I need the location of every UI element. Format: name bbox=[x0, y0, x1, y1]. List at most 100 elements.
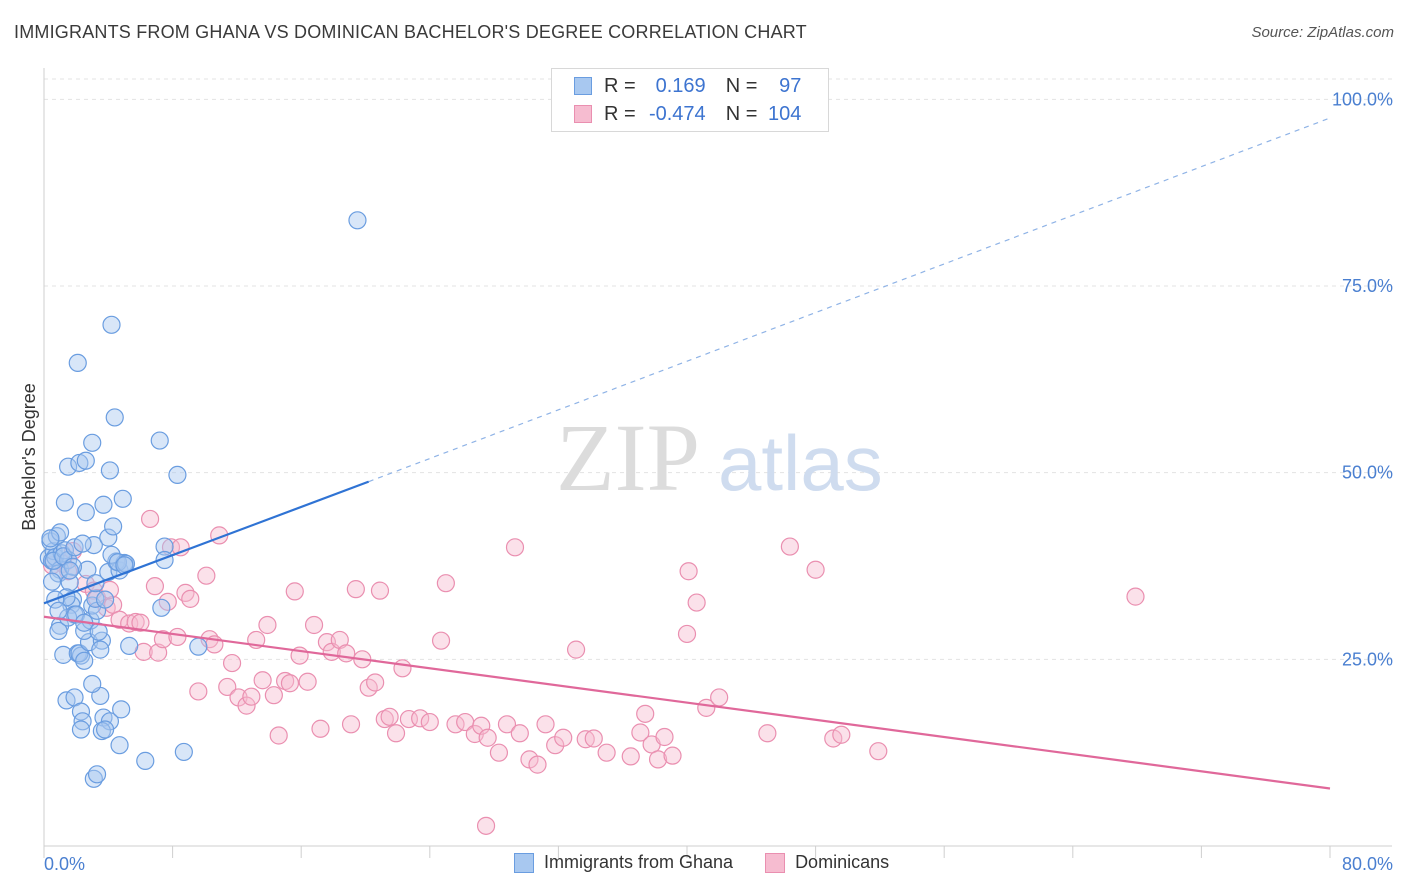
dominicans-point bbox=[276, 671, 295, 691]
y-axis-label: Bachelor's Degree bbox=[19, 383, 39, 531]
dominicans-point bbox=[386, 724, 406, 743]
ghana-point bbox=[120, 636, 139, 655]
dominicans-point bbox=[597, 743, 616, 762]
ghana-point bbox=[83, 674, 102, 694]
dominicans-point bbox=[380, 707, 399, 726]
legend-swatch-ghana bbox=[514, 852, 534, 873]
dominicans-points bbox=[42, 509, 1145, 835]
dominicans-point bbox=[285, 582, 304, 601]
dominicans-point bbox=[528, 755, 547, 774]
dominicans-point bbox=[149, 643, 168, 662]
ghana-point bbox=[348, 211, 367, 230]
gridlines bbox=[44, 78, 1392, 660]
legend-row-dominicans: R = -0.474 N = 104 bbox=[574, 102, 801, 126]
dominicans-point bbox=[168, 627, 187, 647]
dominicans-point bbox=[554, 728, 573, 747]
ghana-point bbox=[110, 736, 129, 755]
ghana-point bbox=[94, 495, 113, 514]
ghana-point bbox=[50, 523, 70, 542]
y-tick-label: 75.0% bbox=[1342, 276, 1393, 296]
ghana-point bbox=[112, 700, 131, 719]
dominicans-point bbox=[648, 750, 668, 769]
ghana-point bbox=[60, 561, 79, 580]
ghana-point bbox=[152, 598, 171, 617]
ghana-point bbox=[168, 465, 187, 485]
dominicans-point bbox=[153, 630, 173, 649]
dominicans-point bbox=[197, 566, 216, 585]
ghana-point bbox=[78, 560, 97, 579]
ghana-point bbox=[49, 621, 68, 641]
ghana-point bbox=[102, 315, 121, 334]
dominicans-point bbox=[566, 640, 586, 659]
dominicans-point bbox=[218, 677, 237, 697]
ghana-point bbox=[150, 431, 169, 450]
dominicans-point bbox=[655, 727, 674, 747]
trend-lines bbox=[43, 117, 1331, 790]
y-tick-label: 100.0% bbox=[1332, 89, 1393, 109]
ghana-points bbox=[39, 211, 367, 788]
ghana-point bbox=[76, 451, 95, 470]
dominicans-point bbox=[145, 577, 165, 596]
ghana-trend-extension bbox=[368, 117, 1331, 483]
legend-n-label: N = bbox=[725, 74, 758, 97]
dominicans-point bbox=[181, 589, 200, 608]
axes bbox=[43, 68, 1392, 858]
dominicans-point bbox=[869, 742, 888, 761]
legend-r-value: 0.169 bbox=[655, 74, 706, 97]
ghana-trend-line bbox=[43, 480, 370, 605]
ghana-point bbox=[75, 651, 94, 670]
legend-n-value: 104 bbox=[768, 102, 802, 125]
dominicans-point bbox=[497, 715, 517, 734]
ghana-point bbox=[95, 590, 115, 609]
dominicans-point bbox=[510, 724, 529, 743]
ghana-point bbox=[102, 545, 121, 564]
ghana-point bbox=[113, 489, 132, 508]
dominicans-point bbox=[140, 509, 160, 529]
dominicans-point bbox=[436, 574, 455, 593]
ghana-point bbox=[54, 645, 73, 664]
ghana-point bbox=[59, 457, 78, 476]
ghana-point bbox=[155, 537, 174, 556]
ghana-point bbox=[99, 528, 118, 547]
dominicans-point bbox=[189, 682, 208, 701]
ghana-point bbox=[76, 503, 95, 522]
dominicans-point bbox=[780, 537, 799, 556]
ghana-point bbox=[104, 517, 123, 536]
ghana-point bbox=[41, 529, 60, 548]
dominicans-point bbox=[280, 674, 300, 693]
ghana-point bbox=[86, 589, 105, 608]
ghana-point bbox=[105, 408, 124, 427]
dominicans-point bbox=[687, 593, 706, 612]
dominicans-point bbox=[411, 709, 430, 728]
legend-r-label: R = bbox=[604, 74, 636, 97]
legend-swatch-blue bbox=[574, 77, 592, 95]
dominicans-point bbox=[337, 644, 356, 663]
y-tick-label: 50.0% bbox=[1342, 463, 1393, 483]
dominicans-point bbox=[346, 580, 365, 599]
legend-r-label: R = bbox=[604, 102, 636, 125]
dominicans-point bbox=[311, 719, 330, 738]
dominicans-point bbox=[304, 615, 324, 635]
dominicans-point bbox=[806, 560, 825, 579]
source-label: Source: ZipAtlas.com bbox=[1251, 24, 1394, 41]
dominicans-point bbox=[758, 724, 777, 743]
dominicans-point bbox=[431, 631, 451, 650]
legend-swatch-dominicans bbox=[765, 852, 786, 873]
stats-legend: R = 0.169 N = 97 R = -0.474 N = 104 bbox=[551, 68, 829, 132]
dominicans-trend-line bbox=[43, 615, 1331, 790]
legend-swatch-pink bbox=[574, 105, 592, 123]
ghana-point bbox=[68, 353, 87, 373]
dominicans-point bbox=[420, 712, 439, 732]
legend-n-value: 97 bbox=[779, 74, 802, 97]
ghana-point bbox=[71, 720, 91, 739]
dominicans-point bbox=[341, 715, 361, 734]
dominicans-point bbox=[478, 728, 497, 747]
dominicans-point bbox=[253, 671, 272, 690]
dominicans-point bbox=[222, 653, 242, 673]
dominicans-point bbox=[621, 747, 640, 766]
ghana-point bbox=[83, 433, 102, 452]
dominicans-point bbox=[269, 726, 288, 745]
dominicans-point bbox=[258, 615, 277, 635]
dominicans-point bbox=[677, 624, 697, 644]
